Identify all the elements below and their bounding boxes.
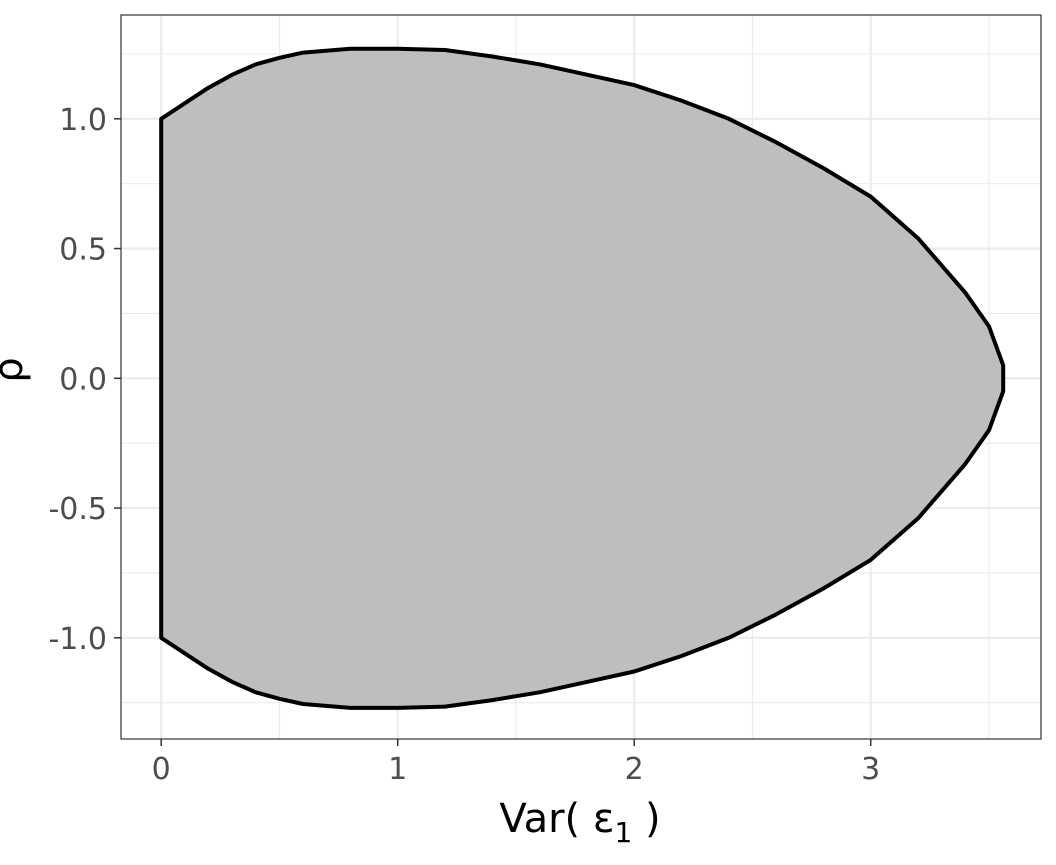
axis-ticks — [114, 118, 872, 746]
y-axis-title: ρ — [0, 357, 32, 382]
y-tick-label: 1.0 — [59, 103, 107, 138]
x-axis-title: Var( ε1 ) — [499, 796, 660, 849]
x-tick-label: 3 — [861, 752, 880, 787]
panel-border — [120, 14, 1042, 740]
x-axis-title-prefix: Var( — [499, 796, 593, 842]
x-tick-label: 1 — [388, 752, 407, 787]
x-axis-title-suffix: ) — [632, 796, 660, 842]
y-tick-label: 0.0 — [59, 362, 107, 397]
y-tick-label: -1.0 — [48, 622, 107, 657]
feasible-region — [159, 46, 1006, 710]
x-axis-title-subscript: 1 — [615, 816, 633, 849]
tick-labels: 0 1 2 3 -1.0 -0.5 0.0 0.5 1.0 — [48, 103, 880, 787]
x-tick-label: 0 — [152, 752, 171, 787]
x-tick-label: 2 — [625, 752, 644, 787]
y-tick-label: -0.5 — [48, 492, 107, 527]
x-axis-title-symbol: ε — [593, 796, 615, 842]
y-tick-label: 0.5 — [59, 233, 107, 268]
